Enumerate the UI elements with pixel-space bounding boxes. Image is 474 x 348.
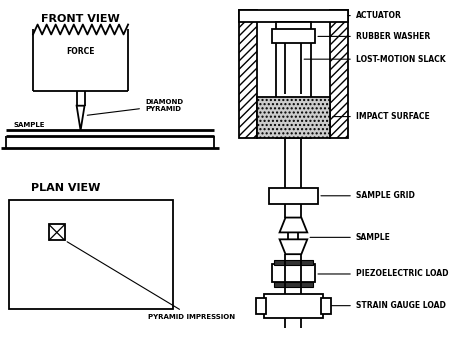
Bar: [273, 260, 313, 265]
Bar: [49, 224, 65, 240]
Bar: [273, 282, 313, 287]
Bar: [257, 97, 330, 139]
Bar: [256, 298, 266, 314]
Bar: [330, 10, 348, 139]
Text: FORCE: FORCE: [66, 47, 95, 56]
Text: RUBBER WASHER: RUBBER WASHER: [318, 32, 430, 41]
Text: PYRAMID IMPRESSION: PYRAMID IMPRESSION: [67, 242, 235, 319]
Bar: [9, 200, 173, 309]
Bar: [272, 264, 315, 282]
Text: FRONT VIEW: FRONT VIEW: [41, 14, 120, 24]
Text: IMPACT SURFACE: IMPACT SURFACE: [333, 112, 429, 121]
Text: SAMPLE GRID: SAMPLE GRID: [321, 191, 415, 200]
Bar: [239, 10, 348, 22]
Text: STRAIN GAUGE LOAD: STRAIN GAUGE LOAD: [326, 301, 446, 310]
Text: ACTUATOR: ACTUATOR: [348, 11, 401, 20]
Polygon shape: [280, 239, 307, 254]
Bar: [269, 188, 318, 204]
Text: PIEZOELECTRIC LOAD: PIEZOELECTRIC LOAD: [318, 269, 448, 278]
Text: DIAMOND
PYRAMID: DIAMOND PYRAMID: [87, 99, 183, 115]
Bar: [239, 10, 257, 139]
Bar: [275, 22, 311, 139]
Polygon shape: [77, 106, 84, 130]
Text: SAMPLE: SAMPLE: [13, 122, 45, 128]
Bar: [272, 30, 315, 44]
Bar: [321, 298, 331, 314]
Polygon shape: [280, 218, 307, 232]
Text: SAMPLE: SAMPLE: [310, 233, 391, 242]
Bar: [264, 294, 323, 317]
Text: LOST-MOTION SLACK: LOST-MOTION SLACK: [304, 55, 446, 64]
Text: PLAN VIEW: PLAN VIEW: [31, 183, 100, 193]
